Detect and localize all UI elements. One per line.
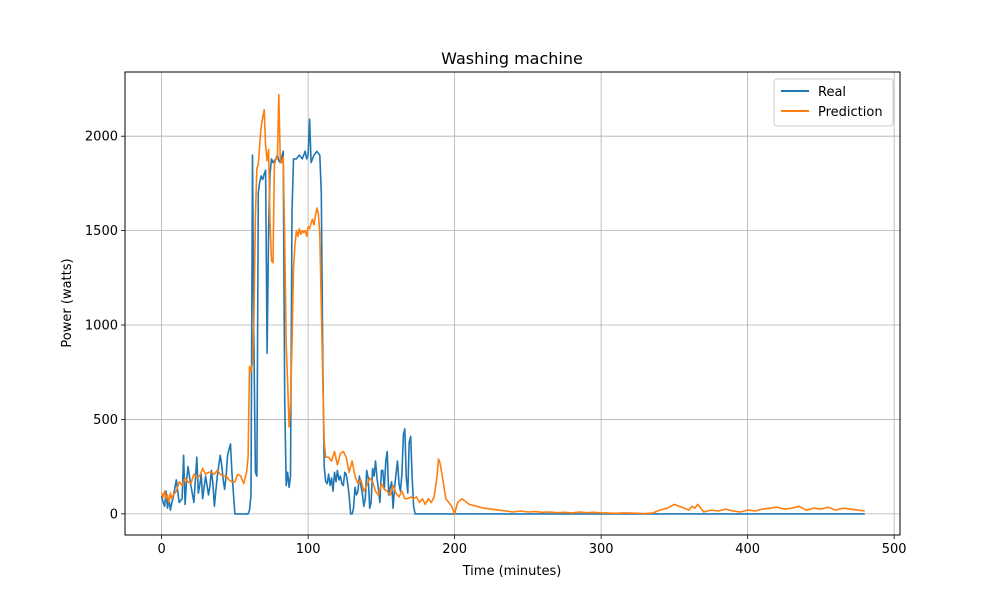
x-tick-label: 500 [882, 542, 907, 557]
chart-title: Washing machine [441, 49, 583, 68]
x-tick-label: 0 [157, 542, 165, 557]
y-axis-ticks: 0 500 1000 1500 2000 [85, 130, 125, 522]
y-tick-label: 500 [93, 413, 118, 428]
series-line-prediction [160, 93, 865, 515]
y-tick-label: 1500 [85, 224, 118, 239]
y-tick-label: 0 [110, 507, 118, 522]
x-tick-label: 400 [735, 542, 760, 557]
x-axis-label: Time (minutes) [462, 564, 562, 579]
series-group [160, 93, 865, 515]
series-line-real [160, 118, 865, 515]
plot-frame [124, 71, 901, 536]
x-axis-ticks: 0 100 200 300 400 500 [157, 535, 907, 557]
x-tick-label: 300 [589, 542, 614, 557]
y-tick-label: 1000 [85, 319, 118, 334]
x-tick-label: 100 [296, 542, 321, 557]
plot-background [125, 72, 900, 535]
y-axis-label: Power (watts) [60, 258, 75, 347]
legend: Real Prediction [773, 78, 894, 127]
grid [125, 72, 900, 535]
legend-label-real: Real [818, 85, 846, 100]
x-tick-label: 200 [442, 542, 467, 557]
y-tick-label: 2000 [85, 130, 118, 145]
legend-label-prediction: Prediction [818, 105, 883, 120]
